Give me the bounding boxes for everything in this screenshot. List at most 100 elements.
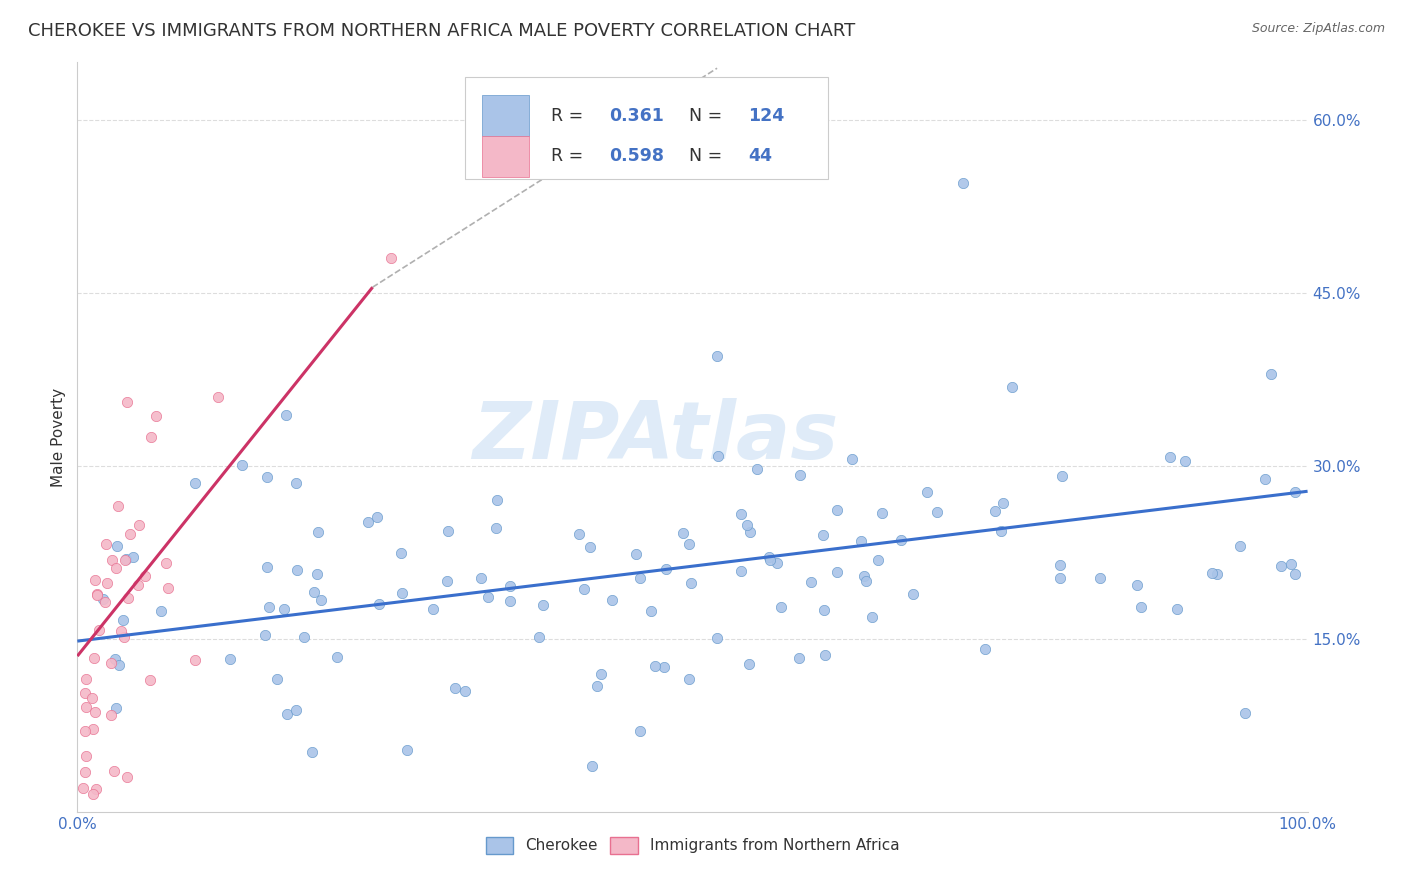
Point [1270,559,1292,574]
Point [256,559,278,574]
Point [707,449,730,463]
Point [285,475,308,490]
Point [75,748,97,763]
Point [396,742,419,756]
Text: 0.361: 0.361 [609,107,664,125]
Point [96,575,118,590]
Point [145,409,167,424]
Point [444,681,467,695]
Text: ZIPAtlas: ZIPAtlas [472,398,838,476]
Point [127,578,149,592]
Point [1159,450,1181,464]
Point [454,683,477,698]
Point [769,599,792,614]
Point [738,657,761,671]
Point [814,648,837,663]
Point [1126,578,1149,592]
Point [183,475,205,490]
Point [678,673,700,687]
Point [925,505,948,519]
Point [628,571,651,585]
Point [96,537,118,551]
Point [531,598,554,612]
Point [890,533,912,548]
Point [678,537,700,551]
Point [184,653,207,667]
Point [121,550,143,565]
FancyBboxPatch shape [465,78,828,178]
Point [117,591,139,606]
Point [307,525,329,540]
Point [82,722,104,736]
Point [1088,571,1111,585]
Point [231,458,253,472]
Point [422,602,444,616]
Point [1254,472,1277,486]
Point [101,553,124,567]
Point [115,395,138,409]
Point [813,603,835,617]
Point [307,567,329,582]
Text: R =: R = [551,147,589,165]
Point [304,584,326,599]
Point [624,548,647,562]
Point [357,516,380,530]
Point [266,672,288,686]
Text: CHEROKEE VS IMMIGRANTS FROM NORTHERN AFRICA MALE POVERTY CORRELATION CHART: CHEROKEE VS IMMIGRANTS FROM NORTHERN AFR… [28,22,855,40]
Point [1166,602,1188,616]
Point [766,556,789,570]
Point [499,579,522,593]
Point [115,770,138,784]
Point [105,561,128,575]
Point [1049,558,1071,572]
Point [586,679,609,693]
Point [485,521,508,535]
Point [1130,599,1153,614]
Point [100,708,122,723]
Point [259,599,281,614]
Point [852,569,875,583]
Point [866,553,889,567]
Point [141,430,163,444]
Point [105,700,128,714]
Point [82,690,104,705]
Point [572,582,595,596]
Point [389,546,412,560]
Point [326,650,349,665]
Point [253,628,276,642]
Point [309,593,332,607]
Point [89,623,111,637]
Point [568,527,591,541]
Point [849,533,872,548]
Point [1206,566,1229,581]
Point [155,556,177,570]
Point [75,724,97,739]
Point [1201,566,1223,580]
Point [284,703,307,717]
Point [527,630,550,644]
Point [219,652,242,666]
Point [276,707,298,722]
Point [93,595,115,609]
Point [1001,380,1024,394]
Point [114,553,136,567]
Point [825,503,848,517]
Point [380,252,402,266]
Point [915,484,938,499]
Point [498,594,520,608]
Point [86,587,108,601]
Point [952,177,974,191]
Text: 0.598: 0.598 [609,147,664,165]
Point [655,562,678,576]
Point [730,507,752,521]
Point [150,604,173,618]
Point [110,624,132,638]
Point [579,540,602,554]
Point [1260,367,1282,381]
Point [1284,567,1306,582]
Point [860,610,883,624]
Point [83,651,105,665]
Point [759,553,782,567]
Point [134,569,156,583]
Point [100,657,122,671]
